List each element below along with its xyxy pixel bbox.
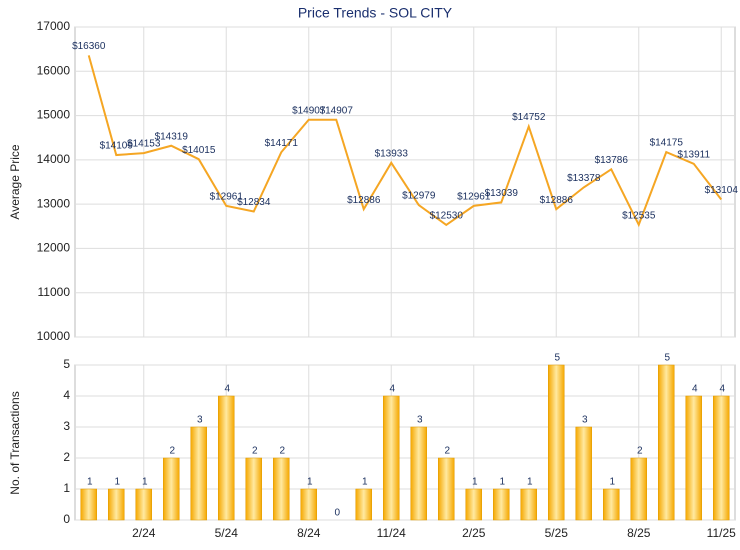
x-tick-label: 11/25 — [707, 526, 736, 540]
data-label: $13933 — [375, 148, 409, 159]
y-tick-label: 1 — [63, 481, 70, 495]
data-label: 1 — [527, 477, 533, 488]
data-label: $12530 — [430, 211, 464, 222]
bar — [603, 488, 620, 521]
data-label: 3 — [582, 415, 588, 426]
data-label: $13039 — [485, 188, 519, 199]
data-label: $13378 — [567, 173, 601, 184]
bar — [190, 426, 207, 521]
data-label: $14907 — [292, 105, 326, 116]
bar — [383, 395, 400, 521]
data-label: $13786 — [595, 155, 629, 166]
data-label: $14907 — [320, 105, 354, 116]
x-tick-label: 11/24 — [377, 526, 406, 540]
data-label: 4 — [692, 384, 698, 395]
data-label: 2 — [252, 446, 258, 457]
bar — [108, 488, 125, 521]
bar — [493, 488, 510, 521]
y-tick-label: 5 — [63, 357, 70, 371]
data-label: $16360 — [72, 41, 106, 52]
data-label: $14015 — [182, 145, 216, 156]
data-label: 3 — [197, 415, 203, 426]
data-label: $14319 — [155, 131, 189, 142]
bar — [713, 395, 730, 521]
data-label: 1 — [499, 477, 505, 488]
data-label: 4 — [719, 384, 725, 395]
data-label: $13104 — [705, 185, 739, 196]
bar — [630, 457, 647, 521]
data-label: $12886 — [347, 195, 381, 206]
y-tick-label: 14000 — [37, 152, 71, 166]
y-tick-label: 17000 — [37, 19, 71, 33]
data-label: 1 — [609, 477, 615, 488]
data-label: 2 — [169, 446, 175, 457]
bar — [245, 457, 262, 521]
x-tick-label: 2/25 — [462, 526, 486, 540]
bar — [520, 488, 537, 521]
data-label: $14175 — [650, 138, 684, 149]
bar — [685, 395, 702, 521]
data-label: 1 — [362, 477, 368, 488]
data-label: 5 — [664, 353, 670, 364]
chart-title: Price Trends - SOL CITY — [298, 5, 453, 21]
y-axis-label: Average Price — [8, 144, 22, 219]
y-axis-label: No. of Transactions — [8, 391, 22, 494]
y-tick-label: 12000 — [37, 241, 71, 255]
x-tick-label: 5/25 — [545, 526, 569, 540]
data-label: $14171 — [265, 138, 299, 149]
data-label: 1 — [114, 477, 120, 488]
x-tick-label: 8/24 — [297, 526, 321, 540]
data-label: 0 — [334, 508, 340, 519]
x-tick-label: 5/24 — [215, 526, 239, 540]
data-label: $12961 — [210, 192, 244, 203]
price-line — [87, 55, 723, 228]
data-label: 1 — [87, 477, 93, 488]
bar — [300, 488, 317, 521]
bar — [465, 488, 482, 521]
data-label: 4 — [224, 384, 230, 395]
plot-area — [74, 26, 736, 338]
y-tick-label: 3 — [63, 419, 70, 433]
data-label: $12961 — [457, 192, 491, 203]
data-label: $14752 — [512, 112, 546, 123]
y-tick-label: 10000 — [37, 329, 71, 343]
y-tick-label: 16000 — [37, 63, 71, 77]
data-label: 2 — [637, 446, 643, 457]
data-label: $14109 — [100, 141, 134, 152]
data-label: $12979 — [402, 191, 436, 202]
data-label: $12834 — [237, 197, 271, 208]
data-label: $12886 — [540, 195, 574, 206]
data-label: $14153 — [127, 139, 161, 150]
bar — [658, 364, 675, 521]
y-tick-label: 4 — [63, 388, 70, 402]
data-label: 1 — [307, 477, 313, 488]
bar — [355, 488, 372, 521]
bar — [273, 457, 290, 521]
y-tick-label: 13000 — [37, 196, 71, 210]
data-label: 1 — [472, 477, 478, 488]
bar — [438, 457, 455, 521]
data-label: $12535 — [622, 210, 656, 221]
data-label: 5 — [554, 353, 560, 364]
y-tick-label: 2 — [63, 450, 70, 464]
bar — [135, 488, 152, 521]
y-tick-label: 15000 — [37, 108, 71, 122]
data-label: 2 — [279, 446, 285, 457]
data-label: 3 — [417, 415, 423, 426]
data-label: 4 — [389, 384, 395, 395]
x-tick-label: 2/24 — [132, 526, 156, 540]
data-label: 2 — [444, 446, 450, 457]
bar — [575, 426, 592, 521]
bar — [410, 426, 427, 521]
bar — [80, 488, 97, 521]
bar — [548, 364, 565, 521]
data-label: $13911 — [677, 149, 710, 160]
x-tick-label: 8/25 — [627, 526, 651, 540]
y-tick-label: 0 — [63, 512, 70, 526]
data-label: 1 — [142, 477, 148, 488]
bar — [218, 395, 235, 521]
bar — [163, 457, 180, 521]
y-tick-label: 11000 — [38, 285, 71, 299]
